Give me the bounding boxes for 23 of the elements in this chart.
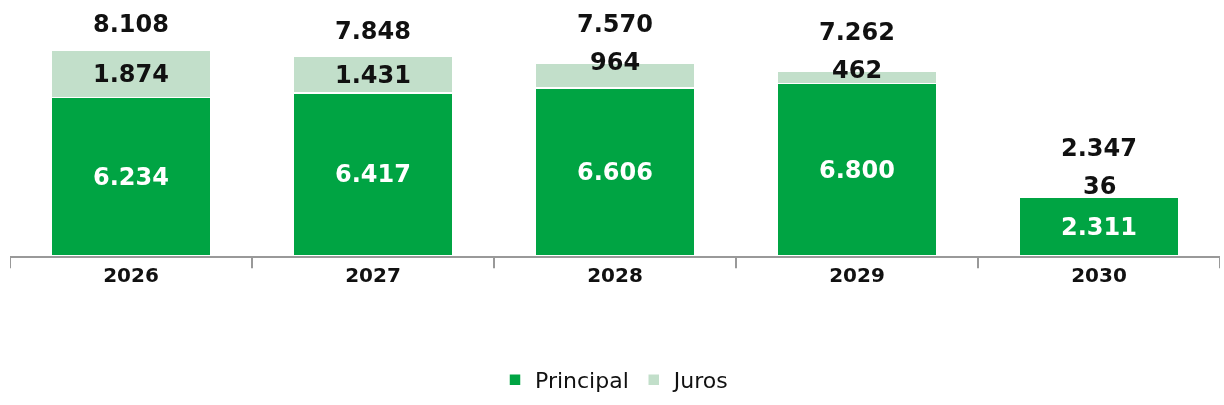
data-label: 1.431 (335, 61, 411, 89)
data-label: 6.800 (819, 156, 895, 184)
data-label: 6.234 (93, 163, 169, 191)
bar (1018, 196, 1180, 256)
x-tick-label: 2026 (103, 263, 159, 287)
legend-label: Juros (671, 368, 728, 394)
legend-label: Principal (535, 368, 629, 394)
data-label: 6.606 (577, 158, 653, 186)
total-label: 2.347 (1061, 134, 1137, 162)
data-label: 36 (1083, 172, 1117, 200)
total-label: 8.108 (93, 10, 169, 38)
x-tick-label: 2027 (345, 263, 401, 287)
data-label: 2.311 (1061, 213, 1137, 241)
data-label: 462 (832, 56, 883, 84)
total-label: 7.848 (335, 17, 411, 45)
total-label: 7.262 (819, 18, 895, 46)
x-tick-label: 2030 (1071, 263, 1127, 287)
x-tick-label: 2029 (829, 263, 885, 287)
total-label: 7.570 (577, 10, 653, 38)
data-label: 1.874 (93, 60, 169, 88)
data-label: 6.417 (335, 160, 411, 188)
data-label: 964 (590, 48, 641, 76)
x-tick-label: 2028 (587, 263, 643, 287)
